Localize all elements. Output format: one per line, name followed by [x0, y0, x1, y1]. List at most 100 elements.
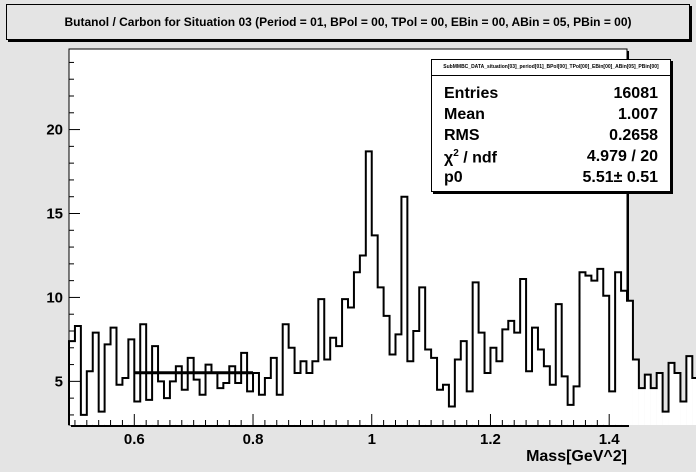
histogram-bin-fill [146, 399, 153, 425]
histogram-bin-fill [152, 346, 159, 425]
histogram-bin-fill [294, 372, 301, 425]
histogram-bin-fill [442, 384, 449, 425]
histogram-bin-fill [312, 361, 319, 425]
x-tick-label: 0.6 [124, 431, 145, 448]
histogram-bin-fill [359, 255, 366, 425]
histogram-bin-fill [282, 324, 289, 425]
histogram-bin-fill [674, 372, 681, 425]
stats-row-mean: Mean 1.007 [444, 106, 658, 126]
histogram-bin-fill [330, 337, 337, 425]
histogram-bin-fill [300, 361, 307, 425]
histogram-bin-fill [419, 287, 426, 425]
histogram-bin-fill [128, 339, 135, 425]
histogram-bin-fill [537, 349, 544, 425]
histogram-bin-fill [258, 394, 265, 425]
histogram-bin-fill [532, 327, 538, 425]
histogram-bin-fill [134, 401, 141, 425]
x-axis-title: Mass[GeV^2] [526, 448, 627, 465]
histogram-bin-fill [549, 384, 556, 425]
histogram-bin-fill [288, 347, 295, 425]
histogram-bin-fill [632, 359, 639, 425]
histogram-bin-fill [247, 391, 254, 425]
histogram-bin-fill [638, 388, 645, 425]
histogram-bin-fill [543, 366, 550, 425]
title-box: Butanol / Carbon for Situation 03 (Perio… [6, 4, 690, 40]
histogram-bin-fill [270, 357, 277, 425]
histogram-bin-fill [585, 275, 592, 425]
histogram-bin-fill [163, 398, 170, 425]
histogram-bin-fill [199, 394, 206, 425]
histogram-bin-fill [567, 404, 574, 425]
chi2-ndf-text: / ndf [458, 149, 497, 167]
histogram-bin-fill [158, 381, 164, 425]
y-tick-label: 15 [46, 206, 63, 223]
y-tick-label: 10 [46, 289, 63, 306]
histogram-bin-fill [395, 334, 402, 425]
histogram-bin-fill [229, 366, 236, 425]
histogram-bin-fill [621, 290, 627, 425]
stats-divider [432, 75, 670, 76]
histogram-bin-fill [253, 372, 259, 425]
y-tick-label: 5 [55, 373, 63, 390]
histogram-bin-fill [92, 332, 99, 425]
histogram-bin-fill [656, 372, 663, 425]
histogram-bin-fill [407, 361, 414, 425]
histogram-bin-fill [514, 332, 521, 425]
histogram-bin-fill [377, 287, 384, 425]
histogram-bin-fill [187, 357, 194, 425]
chart-title: Butanol / Carbon for Situation 03 (Perio… [64, 15, 632, 29]
chi2-symbol: χ [444, 149, 454, 167]
stats-row-rms: RMS 0.2658 [444, 127, 658, 147]
histogram-bin-fill [650, 388, 657, 425]
stats-row-chi2: χ2 / ndf 4.979 / 20 [444, 148, 658, 168]
x-tick-label: 1.2 [480, 431, 501, 448]
histogram-bin-fill [484, 372, 491, 425]
histogram-bin-fill [490, 347, 497, 425]
histogram-bin-fill [241, 352, 248, 425]
x-tick-label: 1 [368, 431, 376, 448]
histogram-bin-fill [353, 272, 360, 425]
histogram-bin-fill [603, 295, 610, 425]
p0-value: 5.51± 0.51 [582, 169, 658, 186]
histogram-bin-fill [223, 383, 230, 425]
entries-value: 16081 [613, 85, 659, 102]
histogram-bin-fill [365, 151, 372, 425]
histogram-bin-fill [324, 359, 331, 425]
histogram-bin-fill [460, 341, 467, 425]
histogram-bin-fill [342, 299, 348, 425]
histogram-bin-fill [692, 378, 696, 425]
y-tick-label: 20 [46, 122, 63, 139]
histogram-bin-fill [561, 376, 568, 425]
histogram-bin-fill [110, 327, 117, 425]
histogram-bin-fill [169, 381, 176, 425]
histogram-bin-fill [104, 344, 111, 425]
histogram-bin-fill [193, 379, 200, 425]
histogram-bin-fill [389, 354, 396, 425]
histogram-bin-fill [383, 315, 390, 425]
histogram-bin-fill [686, 356, 693, 425]
histogram-bin-fill [74, 325, 81, 425]
histogram-bin-fill [181, 389, 188, 425]
histogram-bin-fill [597, 268, 604, 425]
x-tick-label: 1.4 [599, 431, 621, 448]
histogram-bin-fill [69, 341, 75, 425]
histogram-bin-fill [472, 282, 479, 425]
histogram-bin-fill [478, 332, 485, 425]
chi2-value: 4.979 / 20 [586, 148, 658, 165]
stats-histogram-name: SubMMBC_DATA_situation[03]_period[01]_BP… [443, 64, 659, 70]
histogram-bin-fill [502, 329, 509, 425]
histogram-bin-fill [425, 349, 432, 425]
chi2-superscript: 2 [453, 148, 459, 159]
histogram-bin-fill [591, 280, 598, 425]
histogram-bin-fill [508, 320, 515, 425]
histogram-bin-fill [555, 304, 562, 425]
histogram-bin-fill [454, 359, 461, 425]
histogram-bin-fill [609, 391, 616, 425]
rms-value: 0.2658 [609, 127, 658, 144]
histogram-bin-fill [235, 383, 242, 425]
histogram-bin-fill [615, 272, 622, 425]
histogram-bin-fill [448, 406, 455, 425]
histogram-bin-fill [627, 300, 633, 425]
histogram-bin-fill [86, 371, 93, 425]
